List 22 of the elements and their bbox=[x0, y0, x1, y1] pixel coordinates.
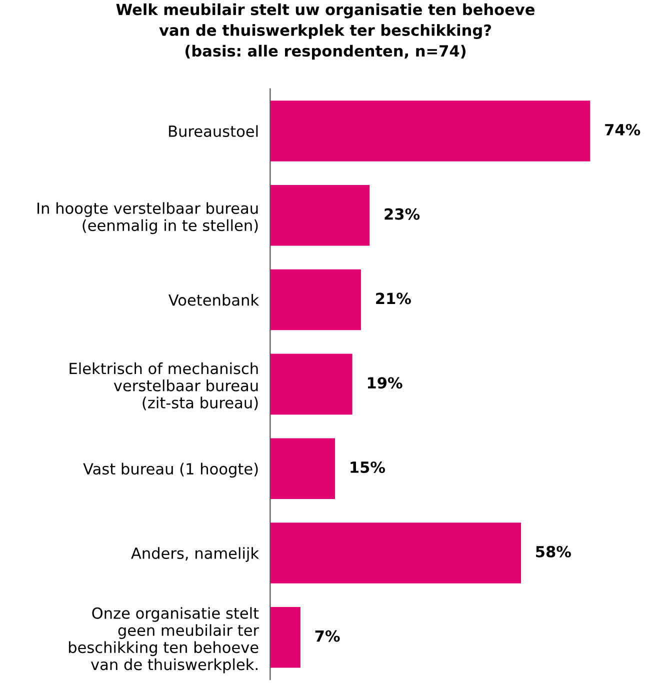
y-tick-label: Bureaustoel bbox=[169, 125, 258, 138]
data-label: 23% bbox=[384, 208, 420, 220]
y-tick-label: Elektrisch of mechanisch verstelbaar bureau (zit-sta bureau) bbox=[70, 362, 258, 410]
bar bbox=[270, 269, 361, 330]
y-tick-label: Voetenbank bbox=[168, 294, 260, 306]
data-label: 58% bbox=[536, 546, 571, 558]
data-label: 19% bbox=[368, 377, 402, 389]
y-tick-label: Onze organisatie stelt geen meubilair ter beschikking ten behoeve van de thuiswerkplek. bbox=[68, 607, 260, 674]
bar bbox=[270, 354, 352, 415]
bar bbox=[270, 607, 300, 668]
data-label: 15% bbox=[350, 461, 386, 474]
y-tick-label: Anders, namelijk bbox=[131, 547, 260, 562]
data-label: 7% bbox=[315, 630, 340, 642]
bar bbox=[270, 438, 336, 499]
bar bbox=[270, 100, 590, 162]
bar bbox=[270, 522, 521, 584]
data-label: 74% bbox=[605, 124, 640, 136]
data-label: 21% bbox=[376, 292, 411, 304]
y-tick-label: In hoogte verstelbaar bureau (eenmalig in te stellen) bbox=[38, 202, 258, 234]
y-tick-label: Vast bureau (1 hoogte) bbox=[83, 462, 258, 478]
bar bbox=[270, 185, 370, 246]
chart-title: Welk meubilair stelt uw organisatie ten behoeve van de thuiswerkplek ter beschikking? (basis: alle respondenten, n=74) bbox=[116, 3, 535, 60]
